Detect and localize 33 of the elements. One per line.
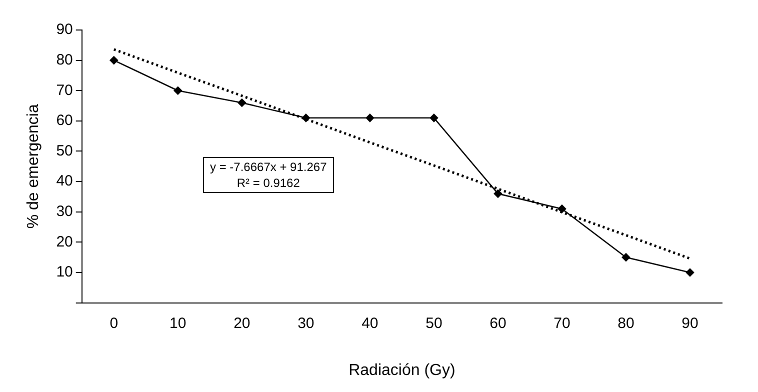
x-tick-label: 30 (298, 314, 314, 332)
y-tick-label: 80 (56, 51, 73, 68)
y-tick-label: 70 (56, 82, 73, 99)
x-tick-label: 70 (554, 314, 570, 332)
x-tick-label: 20 (234, 314, 250, 332)
x-tick-label: 80 (618, 314, 634, 332)
point (622, 253, 630, 262)
y-tick-label: 90 (56, 21, 73, 38)
point (174, 86, 182, 95)
y-axis-title: % de emergencia (25, 104, 42, 229)
x-tick-label: 90 (682, 314, 698, 332)
x-axis-title: Radiación (Gy) (348, 362, 456, 379)
point (686, 268, 694, 277)
y-tick-label: 20 (56, 233, 73, 250)
y-tick-label: 60 (56, 112, 73, 130)
point (366, 114, 374, 122)
point (302, 114, 310, 122)
x-tick-label: 40 (362, 314, 378, 332)
y-tick-label: 10 (56, 264, 73, 281)
y-tick-label: 30 (56, 203, 73, 220)
y-tick-label: 40 (56, 172, 73, 190)
point (558, 204, 566, 213)
point (110, 56, 118, 64)
x-tick-label: 10 (170, 314, 186, 332)
point (238, 98, 246, 107)
point (430, 114, 438, 122)
annotation: R² = 0.9162 (236, 175, 301, 191)
x-tick-label: 60 (490, 314, 506, 332)
x-tick-label: 50 (426, 314, 442, 332)
point (494, 190, 502, 198)
y-tick-label: 50 (56, 142, 73, 160)
x-tick-label: 0 (110, 314, 118, 332)
annotation: y = -7.6667x + 91.267 (210, 159, 327, 175)
